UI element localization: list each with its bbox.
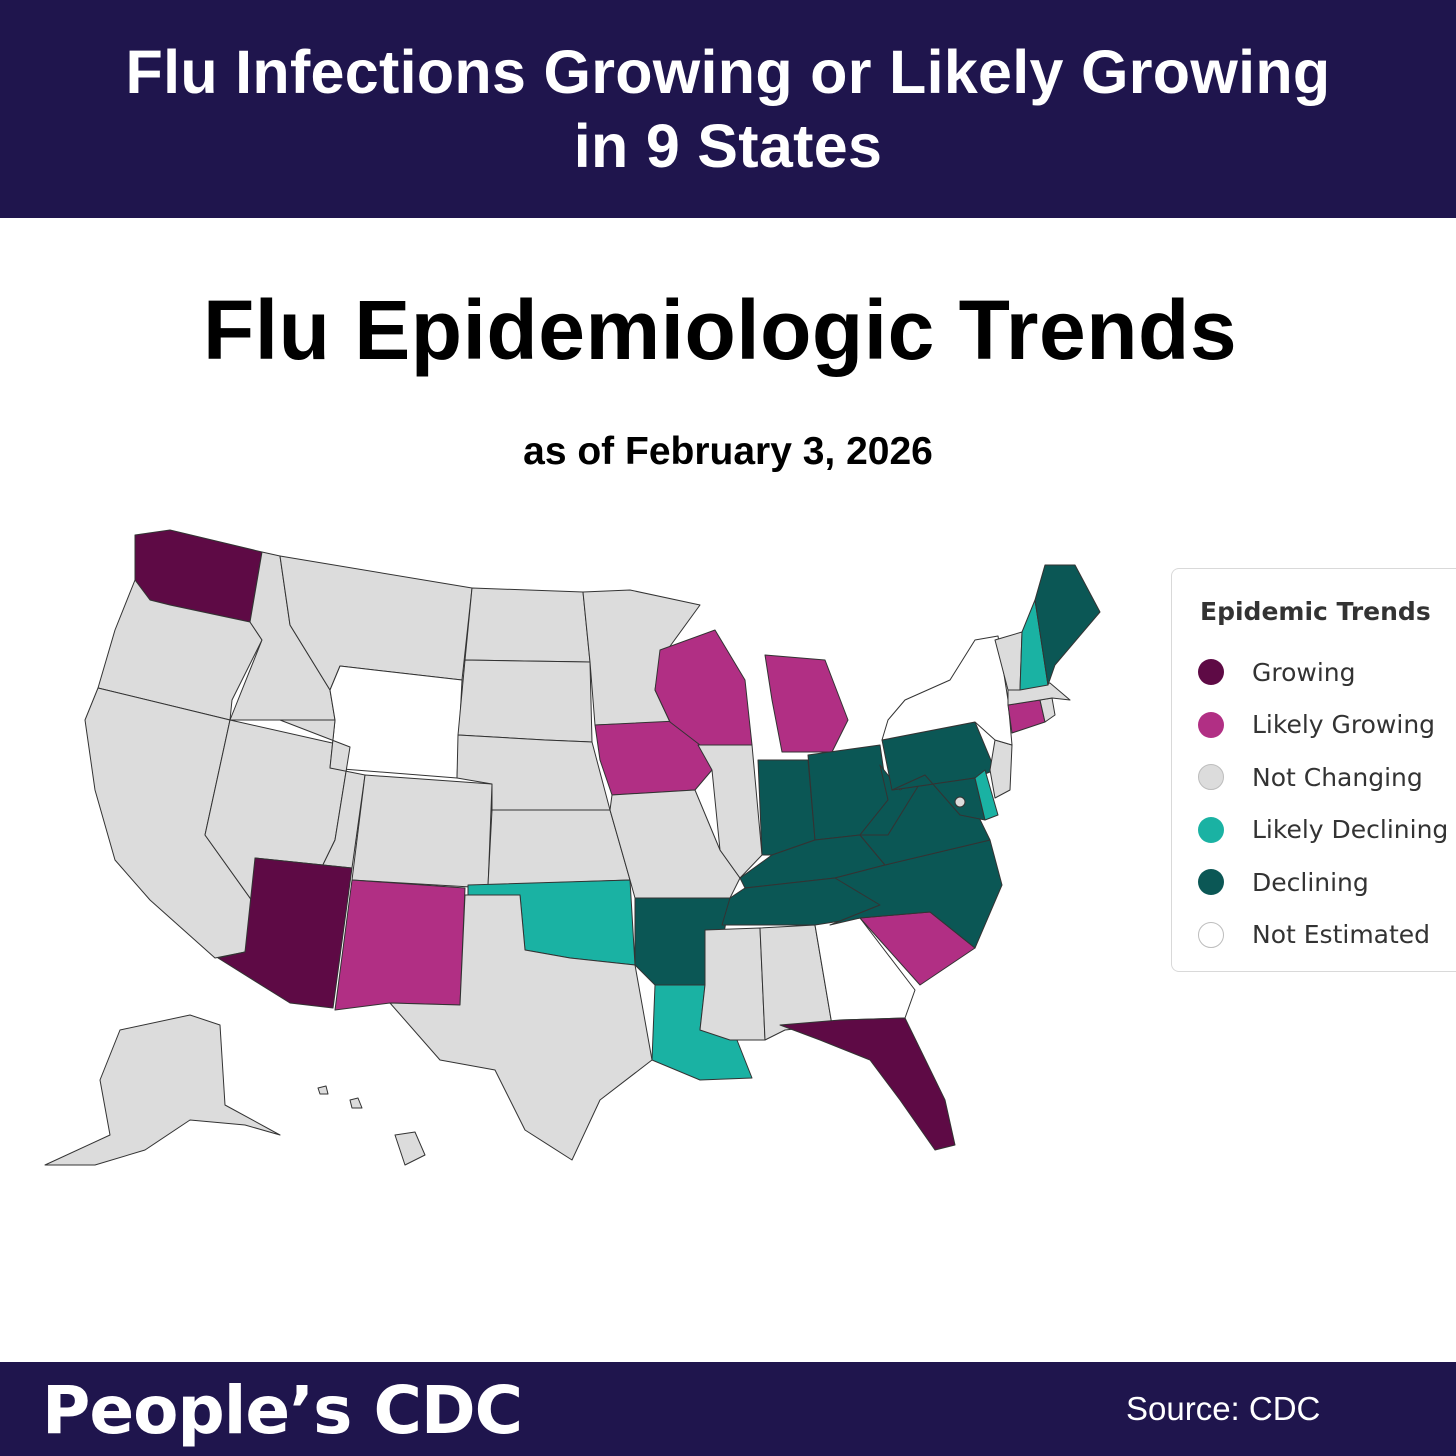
state-wv: [859, 764, 926, 836]
legend-label: Not Estimated: [1252, 920, 1431, 949]
legend-item-not-estimated: Not Estimated: [1198, 920, 1430, 950]
legend-item-likely-growing: Likely Growing: [1198, 710, 1435, 740]
legend-label: Declining: [1252, 867, 1369, 897]
state-in: [757, 759, 816, 856]
legend-label: Not Changing: [1252, 762, 1423, 792]
state-co: [351, 774, 493, 889]
header-line-2: in 9 States: [573, 112, 883, 180]
footer-banner: People’s CDC Source: CDC: [0, 1362, 1456, 1456]
legend-swatch: [1198, 711, 1224, 738]
header-line-1: Flu Infections Growing or Likely Growing: [125, 38, 1331, 106]
state-mi: [764, 654, 849, 753]
map-title: Flu Epidemiologic Trends: [202, 283, 1238, 377]
legend-swatch: [1198, 659, 1224, 685]
legend-item-growing: Growing: [1198, 657, 1356, 687]
state-az: [217, 857, 353, 1009]
legend: Epidemic Trends Growing Likely Growing Not…: [1171, 568, 1456, 972]
state-ms: [699, 927, 766, 1041]
state-nj: [989, 739, 1013, 799]
state-ct: [1007, 699, 1046, 734]
map-subtitle: as of February 3, 2026: [523, 430, 933, 473]
state-nm: [334, 879, 466, 1011]
state-dc: [954, 796, 966, 808]
legend-title: Epidemic Trends: [1200, 597, 1431, 626]
state-fl: [779, 1017, 956, 1151]
state-ak: [44, 1014, 281, 1166]
legend-item-not-changing: Not Changing: [1198, 762, 1423, 792]
state-tx: [389, 894, 653, 1161]
state-md: [891, 774, 986, 821]
legend-label: Growing: [1252, 657, 1356, 687]
state-or: [97, 579, 263, 721]
legend-swatch: [1198, 921, 1224, 948]
state-ks: [487, 809, 631, 886]
legend-item-declining: Declining: [1198, 867, 1369, 897]
state-wy: [329, 665, 463, 779]
legend-label: Likely Declining: [1252, 815, 1449, 844]
state-de: [974, 769, 999, 821]
state-hi: [317, 1085, 426, 1166]
source-label: Source: CDC: [1126, 1390, 1321, 1427]
legend-item-likely-declining: Likely Declining: [1198, 815, 1448, 845]
state-nd: [464, 587, 591, 663]
peoples-cdc-logo: People’s CDC: [42, 1372, 523, 1449]
state-ny: [881, 635, 1013, 746]
state-sd: [457, 659, 593, 743]
header-banner: Flu Infections Growing or Likely Growing…: [0, 0, 1456, 218]
legend-swatch: [1198, 816, 1224, 843]
us-states-map: [44, 529, 1101, 1166]
legend-label: Likely Growing: [1252, 710, 1436, 739]
legend-swatch: [1198, 869, 1224, 895]
legend-swatch: [1198, 764, 1224, 790]
state-me: [1034, 564, 1101, 686]
